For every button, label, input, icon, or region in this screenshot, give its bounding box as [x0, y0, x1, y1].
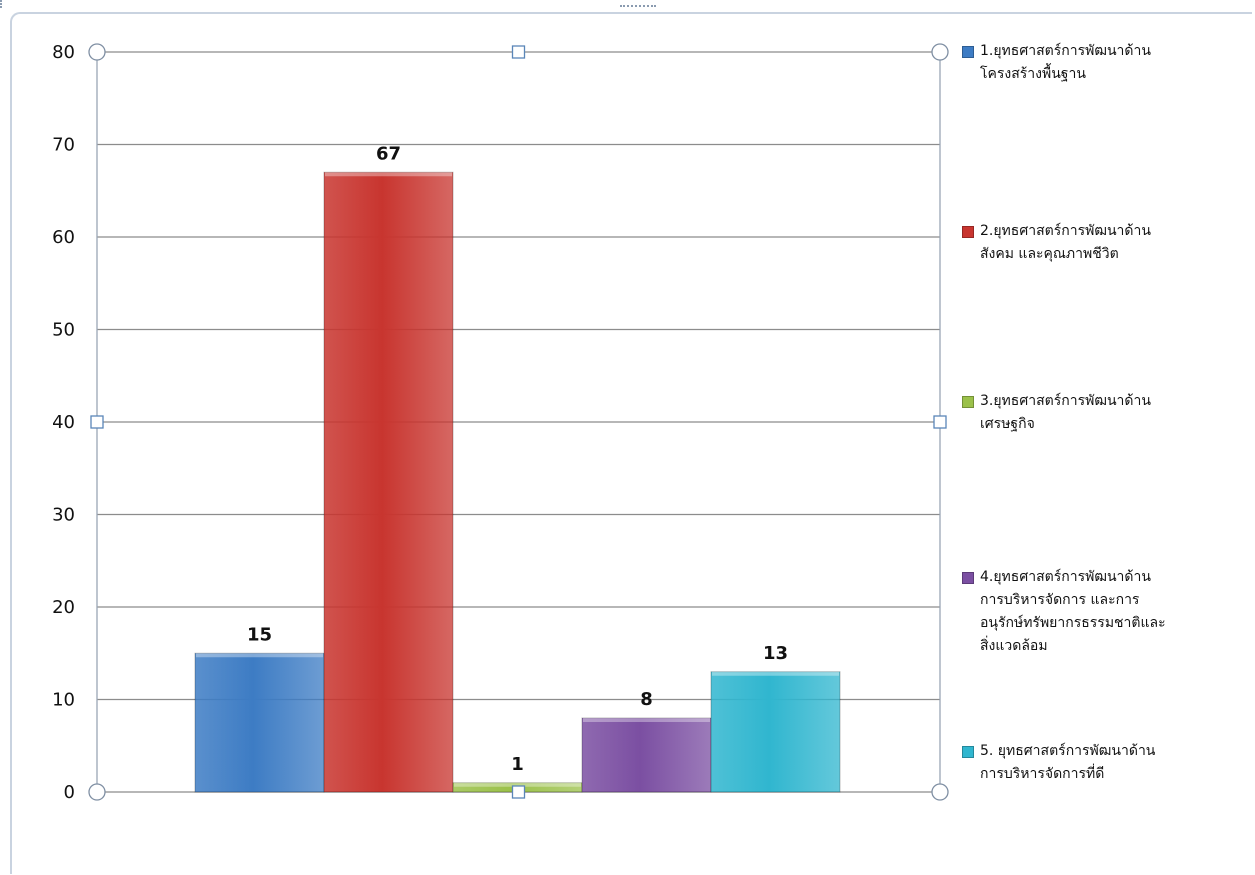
selection-handles[interactable]	[88, 43, 949, 801]
legend-item-2[interactable]: 2.ยุทธศาสตร์การพัฒนาด้าน สังคม และคุณภาพ…	[962, 220, 1252, 266]
y-tick-label: 40	[52, 412, 75, 433]
legend-label: 3.ยุทธศาสตร์การพัฒนาด้าน เศรษฐกิจ	[980, 393, 1151, 432]
legend-swatch	[962, 572, 974, 584]
legend-swatch	[962, 396, 974, 408]
legend-item-5[interactable]: 5. ยุทธศาสตร์การพัฒนาด้าน การบริหารจัดกา…	[962, 740, 1252, 786]
y-tick-label: 20	[52, 597, 75, 618]
bar-series-1[interactable]	[194, 652, 325, 793]
corner-resize-handle[interactable]	[88, 783, 106, 801]
data-label-series-4: 8	[640, 689, 653, 710]
corner-resize-handle[interactable]	[931, 43, 949, 61]
legend-swatch	[962, 226, 974, 238]
bar-highlight	[454, 782, 581, 787]
y-tick-label: 70	[52, 135, 75, 156]
side-resize-handle[interactable]	[90, 415, 104, 429]
data-label-series-5: 13	[763, 643, 788, 664]
legend-label: 4.ยุทธศาสตร์การพัฒนาด้าน การบริหารจัดการ…	[980, 569, 1166, 654]
corner-resize-handle[interactable]	[88, 43, 106, 61]
data-labels: 15 67 1 8 13	[247, 143, 788, 775]
bar-highlight	[712, 671, 839, 676]
y-tick-label: 30	[52, 505, 75, 526]
bar-series-5[interactable]	[710, 671, 841, 793]
bar-highlight	[196, 653, 323, 658]
legend-label: 2.ยุทธศาสตร์การพัฒนาด้าน สังคม และคุณภาพ…	[980, 223, 1151, 262]
corner-grip-dots	[0, 0, 8, 8]
side-resize-handle[interactable]	[933, 415, 947, 429]
bar-series-2[interactable]	[323, 171, 454, 793]
legend-swatch	[962, 46, 974, 58]
legend-item-4[interactable]: 4.ยุทธศาสตร์การพัฒนาด้าน การบริหารจัดการ…	[962, 566, 1252, 658]
side-resize-handle[interactable]	[511, 785, 526, 799]
y-tick-label: 0	[64, 782, 75, 803]
bars	[194, 171, 841, 793]
legend[interactable]: 1.ยุทธศาสตร์การพัฒนาด้าน โครงสร้างพื้นฐา…	[962, 40, 1252, 820]
data-label-series-3: 1	[511, 754, 524, 775]
bar-highlight	[583, 718, 710, 722]
legend-item-3[interactable]: 3.ยุทธศาสตร์การพัฒนาด้าน เศรษฐกิจ	[962, 390, 1252, 436]
legend-item-1[interactable]: 1.ยุทธศาสตร์การพัฒนาด้าน โครงสร้างพื้นฐา…	[962, 40, 1252, 86]
data-label-series-2: 67	[376, 143, 401, 164]
legend-swatch	[962, 746, 974, 758]
y-axis-ticks: 0 10 20 30 40 50 60 70 80	[52, 42, 75, 803]
legend-label: 1.ยุทธศาสตร์การพัฒนาด้าน โครงสร้างพื้นฐา…	[980, 43, 1151, 82]
data-label-series-1: 15	[247, 624, 272, 645]
side-resize-handle[interactable]	[511, 45, 526, 59]
y-tick-label: 60	[52, 227, 75, 248]
y-tick-label: 50	[52, 320, 75, 341]
legend-label: 5. ยุทธศาสตร์การพัฒนาด้าน การบริหารจัดกา…	[980, 743, 1156, 782]
resize-grip-dots[interactable]	[620, 5, 656, 10]
corner-resize-handle[interactable]	[931, 783, 949, 801]
y-tick-label: 10	[52, 690, 75, 711]
bar-series-4[interactable]	[581, 717, 712, 793]
y-tick-label: 80	[52, 42, 75, 63]
bar-highlight	[325, 172, 452, 177]
